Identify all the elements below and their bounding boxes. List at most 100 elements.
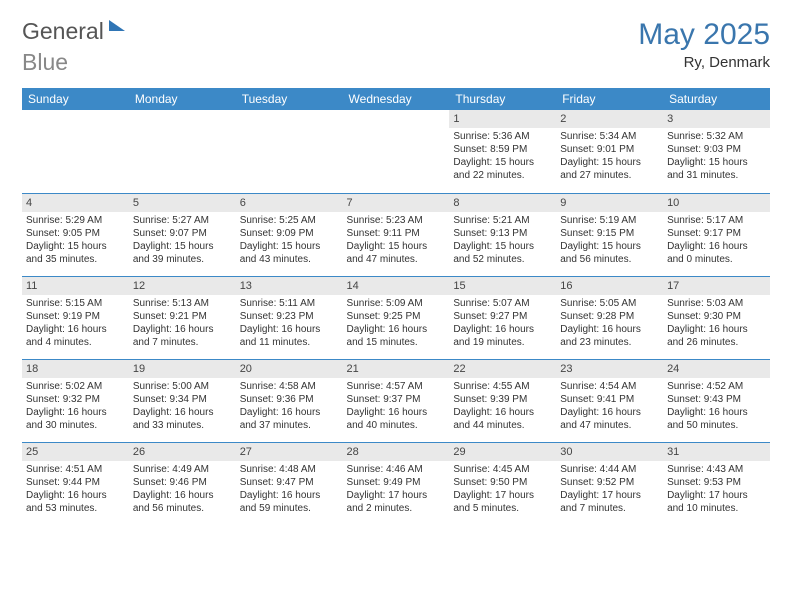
logo-text-1: General bbox=[22, 18, 104, 45]
day-details: Sunrise: 5:25 AMSunset: 9:09 PMDaylight:… bbox=[236, 212, 343, 268]
sunset-line: Sunset: 9:49 PM bbox=[347, 476, 446, 489]
sunrise-line: Sunrise: 4:58 AM bbox=[240, 380, 339, 393]
sunrise-line: Sunrise: 4:45 AM bbox=[453, 463, 552, 476]
sunset-line: Sunset: 9:05 PM bbox=[26, 227, 125, 240]
sunset-line: Sunset: 9:13 PM bbox=[453, 227, 552, 240]
day-number: 9 bbox=[556, 194, 663, 212]
calendar-day-cell: 15Sunrise: 5:07 AMSunset: 9:27 PMDayligh… bbox=[449, 276, 556, 359]
day-details: Sunrise: 5:00 AMSunset: 9:34 PMDaylight:… bbox=[129, 378, 236, 434]
sunrise-line: Sunrise: 5:29 AM bbox=[26, 214, 125, 227]
day-number: 6 bbox=[236, 194, 343, 212]
sunrise-line: Sunrise: 5:07 AM bbox=[453, 297, 552, 310]
weekday-header: Thursday bbox=[449, 88, 556, 110]
day-number: 5 bbox=[129, 194, 236, 212]
sunset-line: Sunset: 8:59 PM bbox=[453, 143, 552, 156]
location-label: Ry, Denmark bbox=[638, 54, 770, 71]
calendar-day-cell: 8Sunrise: 5:21 AMSunset: 9:13 PMDaylight… bbox=[449, 193, 556, 276]
sunset-line: Sunset: 9:43 PM bbox=[667, 393, 766, 406]
day-number: 21 bbox=[343, 360, 450, 378]
day-number: 25 bbox=[22, 443, 129, 461]
weekday-header: Tuesday bbox=[236, 88, 343, 110]
sunrise-line: Sunrise: 5:05 AM bbox=[560, 297, 659, 310]
sunset-line: Sunset: 9:37 PM bbox=[347, 393, 446, 406]
day-details: Sunrise: 5:05 AMSunset: 9:28 PMDaylight:… bbox=[556, 295, 663, 351]
day-number: 20 bbox=[236, 360, 343, 378]
sunset-line: Sunset: 9:09 PM bbox=[240, 227, 339, 240]
sunset-line: Sunset: 9:32 PM bbox=[26, 393, 125, 406]
daylight-line: Daylight: 16 hours and 44 minutes. bbox=[453, 406, 552, 432]
sunrise-line: Sunrise: 4:46 AM bbox=[347, 463, 446, 476]
calendar-day-cell: 30Sunrise: 4:44 AMSunset: 9:52 PMDayligh… bbox=[556, 442, 663, 525]
day-details: Sunrise: 5:19 AMSunset: 9:15 PMDaylight:… bbox=[556, 212, 663, 268]
calendar-day-cell: 5 Sunrise: 5:27 AMSunset: 9:07 PMDaylight… bbox=[129, 193, 236, 276]
daylight-line: Daylight: 16 hours and 47 minutes. bbox=[560, 406, 659, 432]
day-number: 8 bbox=[449, 194, 556, 212]
day-details: Sunrise: 5:13 AMSunset: 9:21 PMDaylight:… bbox=[129, 295, 236, 351]
sunrise-line: Sunrise: 5:32 AM bbox=[667, 130, 766, 143]
sunset-line: Sunset: 9:30 PM bbox=[667, 310, 766, 323]
sunset-line: Sunset: 9:47 PM bbox=[240, 476, 339, 489]
calendar-day-cell: 23Sunrise: 4:54 AMSunset: 9:41 PMDayligh… bbox=[556, 359, 663, 442]
sunrise-line: Sunrise: 5:09 AM bbox=[347, 297, 446, 310]
daylight-line: Daylight: 16 hours and 19 minutes. bbox=[453, 323, 552, 349]
sunset-line: Sunset: 9:07 PM bbox=[133, 227, 232, 240]
day-number: 4 bbox=[22, 194, 129, 212]
daylight-line: Daylight: 15 hours and 35 minutes. bbox=[26, 240, 125, 266]
day-number: 18 bbox=[22, 360, 129, 378]
day-number: 22 bbox=[449, 360, 556, 378]
weekday-header: Wednesday bbox=[343, 88, 450, 110]
sunset-line: Sunset: 9:36 PM bbox=[240, 393, 339, 406]
calendar-day-cell: 22Sunrise: 4:55 AMSunset: 9:39 PMDayligh… bbox=[449, 359, 556, 442]
calendar-day-cell: 10Sunrise: 5:17 AMSunset: 9:17 PMDayligh… bbox=[663, 193, 770, 276]
day-number: 29 bbox=[449, 443, 556, 461]
calendar-day-cell: 13Sunrise: 5:11 AMSunset: 9:23 PMDayligh… bbox=[236, 276, 343, 359]
daylight-line: Daylight: 16 hours and 0 minutes. bbox=[667, 240, 766, 266]
calendar-day-cell: 20 Sunrise: 4:58 AMSunset: 9:36 PMDayligh… bbox=[236, 359, 343, 442]
day-details: Sunrise: 5:09 AMSunset: 9:25 PMDaylight:… bbox=[343, 295, 450, 351]
calendar-week-row: 11Sunrise: 5:15 AMSunset: 9:19 PMDayligh… bbox=[22, 276, 770, 359]
sunset-line: Sunset: 9:34 PM bbox=[133, 393, 232, 406]
day-number: 15 bbox=[449, 277, 556, 295]
day-details: Sunrise: 4:51 AMSunset: 9:44 PMDaylight:… bbox=[22, 461, 129, 517]
sunrise-line: Sunrise: 5:25 AM bbox=[240, 214, 339, 227]
daylight-line: Daylight: 16 hours and 23 minutes. bbox=[560, 323, 659, 349]
sunset-line: Sunset: 9:44 PM bbox=[26, 476, 125, 489]
calendar-day-cell: 4Sunrise: 5:29 AMSunset: 9:05 PMDaylight… bbox=[22, 193, 129, 276]
day-number: 3 bbox=[663, 110, 770, 128]
day-details: Sunrise: 5:34 AMSunset: 9:01 PMDaylight:… bbox=[556, 128, 663, 184]
calendar-day-cell: 19Sunrise: 5:00 AMSunset: 9:34 PMDayligh… bbox=[129, 359, 236, 442]
sunset-line: Sunset: 9:19 PM bbox=[26, 310, 125, 323]
day-details: Sunrise: 4:43 AMSunset: 9:53 PMDaylight:… bbox=[663, 461, 770, 517]
daylight-line: Daylight: 15 hours and 43 minutes. bbox=[240, 240, 339, 266]
daylight-line: Daylight: 16 hours and 37 minutes. bbox=[240, 406, 339, 432]
day-number: 14 bbox=[343, 277, 450, 295]
calendar-day-cell: 31Sunrise: 4:43 AMSunset: 9:53 PMDayligh… bbox=[663, 442, 770, 525]
daylight-line: Daylight: 16 hours and 40 minutes. bbox=[347, 406, 446, 432]
day-details: Sunrise: 4:55 AMSunset: 9:39 PMDaylight:… bbox=[449, 378, 556, 434]
sunset-line: Sunset: 9:39 PM bbox=[453, 393, 552, 406]
day-details: Sunrise: 5:36 AMSunset: 8:59 PMDaylight:… bbox=[449, 128, 556, 184]
daylight-line: Daylight: 16 hours and 56 minutes. bbox=[133, 489, 232, 515]
sunrise-line: Sunrise: 4:52 AM bbox=[667, 380, 766, 393]
sunrise-line: Sunrise: 5:11 AM bbox=[240, 297, 339, 310]
daylight-line: Daylight: 15 hours and 39 minutes. bbox=[133, 240, 232, 266]
calendar-day-cell: 25Sunrise: 4:51 AMSunset: 9:44 PMDayligh… bbox=[22, 442, 129, 525]
sunrise-line: Sunrise: 5:02 AM bbox=[26, 380, 125, 393]
day-details: Sunrise: 5:23 AMSunset: 9:11 PMDaylight:… bbox=[343, 212, 450, 268]
sunrise-line: Sunrise: 4:49 AM bbox=[133, 463, 232, 476]
day-number: 17 bbox=[663, 277, 770, 295]
sunset-line: Sunset: 9:41 PM bbox=[560, 393, 659, 406]
sunrise-line: Sunrise: 4:51 AM bbox=[26, 463, 125, 476]
daylight-line: Daylight: 17 hours and 2 minutes. bbox=[347, 489, 446, 515]
daylight-line: Daylight: 16 hours and 50 minutes. bbox=[667, 406, 766, 432]
daylight-line: Daylight: 16 hours and 53 minutes. bbox=[26, 489, 125, 515]
day-details: Sunrise: 5:29 AMSunset: 9:05 PMDaylight:… bbox=[22, 212, 129, 268]
daylight-line: Daylight: 16 hours and 11 minutes. bbox=[240, 323, 339, 349]
calendar-day-cell: 6Sunrise: 5:25 AMSunset: 9:09 PMDaylight… bbox=[236, 193, 343, 276]
daylight-line: Daylight: 16 hours and 30 minutes. bbox=[26, 406, 125, 432]
sunrise-line: Sunrise: 5:27 AM bbox=[133, 214, 232, 227]
calendar-day-cell: 11Sunrise: 5:15 AMSunset: 9:19 PMDayligh… bbox=[22, 276, 129, 359]
sunrise-line: Sunrise: 4:54 AM bbox=[560, 380, 659, 393]
calendar-day-cell: 12Sunrise: 5:13 AMSunset: 9:21 PMDayligh… bbox=[129, 276, 236, 359]
logo-triangle-icon bbox=[109, 20, 125, 31]
